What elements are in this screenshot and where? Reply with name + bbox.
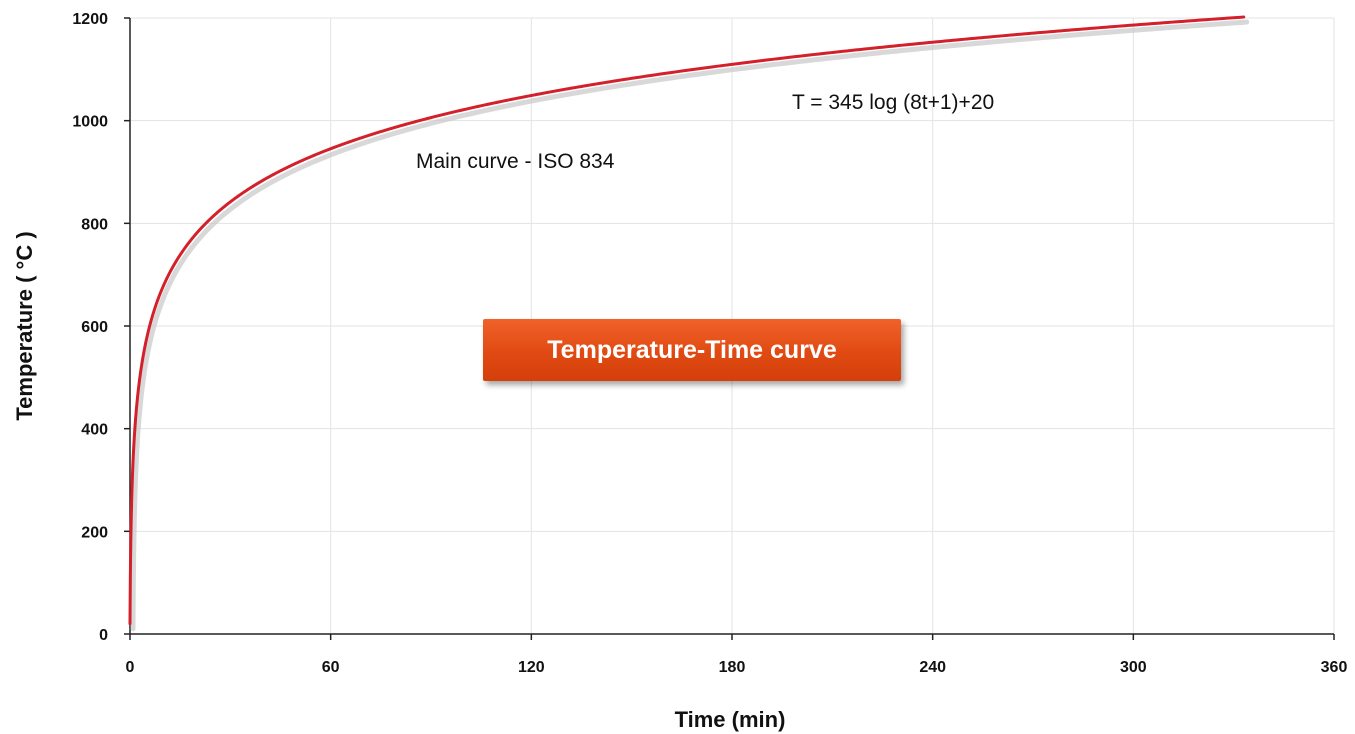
x-tick-label: 60: [322, 659, 340, 676]
y-tick-labels: 0 200 400 600 800 1000 1200: [72, 11, 130, 644]
x-tick-label: 180: [719, 659, 746, 676]
x-tick-label: 300: [1120, 659, 1147, 676]
y-axis-title: Temperature ( °C ): [12, 231, 37, 420]
y-tick-label: 400: [81, 422, 108, 439]
grid-lines: [129, 17, 1335, 635]
x-tick-label: 0: [126, 659, 135, 676]
equation-annotation: T = 345 log (8t+1)+20: [792, 91, 994, 114]
chart-title-badge: Temperature-Time curve: [483, 319, 901, 381]
y-tick-label: 600: [81, 319, 108, 336]
y-tick-label: 1000: [72, 114, 108, 131]
y-tick-label: 0: [99, 627, 108, 644]
y-tick-label: 800: [81, 216, 108, 233]
x-tick-label: 120: [518, 659, 545, 676]
series-layer: [128, 15, 1250, 632]
x-tick-labels: 0 60 120 180 240 300 360: [126, 634, 1348, 676]
curve-label-annotation: Main curve - ISO 834: [416, 150, 615, 173]
x-axis-title: Time (min): [675, 707, 786, 732]
y-tick-label: 1200: [72, 11, 108, 28]
series-line-iso-834: [128, 15, 1246, 626]
x-tick-label: 360: [1321, 659, 1348, 676]
y-tick-label: 200: [81, 524, 108, 541]
series-line-shadow: [130, 19, 1250, 632]
x-tick-label: 240: [919, 659, 946, 676]
